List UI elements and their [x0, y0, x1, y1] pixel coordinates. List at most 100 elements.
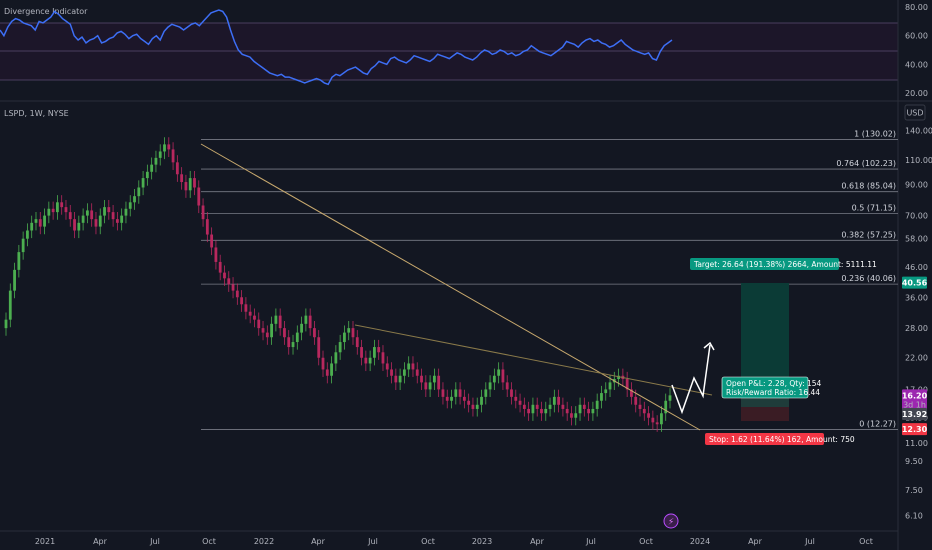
price-tick-label: 58.00: [905, 235, 928, 244]
candle-body: [338, 342, 342, 353]
candle-body: [133, 196, 136, 203]
candle-body: [428, 382, 432, 390]
candle-body: [578, 404, 582, 414]
candle-body: [167, 144, 171, 150]
candle-body: [85, 210, 89, 216]
candle-body: [308, 315, 312, 329]
candle-body: [270, 323, 273, 338]
candle-body: [231, 284, 235, 291]
time-tick-label: Jul: [367, 537, 378, 546]
candle-body: [415, 369, 419, 376]
candle-body: [30, 222, 34, 231]
currency-label: USD: [906, 109, 923, 118]
candle-body: [43, 215, 46, 227]
time-tick-label: Oct: [639, 537, 653, 546]
candle-body: [51, 208, 55, 213]
price-tick-label: 140.00: [905, 126, 932, 135]
time-tick-label: Apr: [530, 537, 545, 546]
time-tick-label: Jul: [585, 537, 596, 546]
candle-body: [21, 238, 25, 253]
price-tick-label: 28.00: [905, 324, 928, 333]
candle-body: [188, 178, 192, 191]
candle-body: [368, 357, 372, 364]
price-tick-label: 22.00: [905, 354, 928, 363]
stop-label: Stop: 1.62 (11.64%) 162, Amount: 750: [709, 435, 855, 444]
candle-body: [81, 215, 85, 223]
candle-body: [77, 222, 81, 231]
stop-zone[interactable]: [741, 407, 789, 421]
fib-level-label: 0.5 (71.15): [852, 204, 896, 213]
candle-body: [223, 272, 226, 279]
fib-level-label: 0.236 (40.06): [841, 274, 896, 283]
candle-body: [171, 149, 175, 163]
candle-body: [321, 357, 325, 370]
candle-body: [630, 389, 633, 397]
candle-body: [17, 252, 21, 270]
candle-body: [518, 400, 522, 405]
candle-body: [480, 396, 483, 405]
time-tick-label: Apr: [311, 537, 326, 546]
candle-body: [158, 151, 162, 158]
projection-path[interactable]: [671, 344, 711, 415]
time-tick-label: Apr: [748, 537, 763, 546]
candle-body: [424, 382, 428, 390]
candle-body: [283, 328, 286, 338]
candle-body: [398, 375, 402, 383]
candle-body: [574, 413, 578, 418]
candle-body: [600, 393, 603, 401]
resistance-line[interactable]: [354, 324, 713, 396]
candle-body: [313, 328, 316, 338]
time-tick-label: Apr: [93, 537, 108, 546]
candle-body: [535, 404, 539, 409]
candle-body: [501, 369, 505, 383]
downtrend-line[interactable]: [200, 143, 701, 431]
candle-body: [407, 363, 411, 370]
candle-body: [201, 205, 205, 220]
candle-body: [325, 369, 329, 376]
candle-body: [261, 328, 265, 333]
candle-body: [94, 219, 98, 227]
candle-body: [544, 408, 548, 414]
open-pl-label: Open P&L: 2.28, Qty: 154: [726, 379, 822, 388]
stop-price-text: 12.30: [902, 425, 928, 434]
candle-body: [548, 404, 552, 409]
candle-body: [625, 379, 629, 390]
risk-reward-label: Risk/Reward Ratio: 16.44: [726, 388, 820, 397]
candle-body: [522, 404, 526, 409]
candle-body: [128, 202, 132, 209]
candle-body: [214, 247, 218, 262]
candle-body: [565, 408, 569, 414]
candle-body: [475, 404, 479, 409]
candle-body: [373, 347, 376, 358]
candle-body: [450, 396, 453, 401]
earnings-icon[interactable]: [663, 513, 679, 529]
price-tick-label: 46.00: [905, 263, 928, 272]
indicator-title: Divergence Indicator: [4, 7, 88, 16]
currency-button[interactable]: [904, 104, 926, 121]
rsi-pane[interactable]: Divergence Indicator 80.00 60.00 40.00 20.0…: [0, 3, 928, 98]
candle-body: [660, 413, 663, 425]
candle-body: [163, 144, 166, 152]
candle-body: [471, 404, 475, 409]
price-pane[interactable]: LSPD, 1W, NYSE USD 140.00 110.00 90.00 70.0…: [4, 104, 932, 529]
bar-countdown: 3d 1h: [903, 400, 926, 409]
candle-body: [441, 389, 445, 397]
target-zone[interactable]: [741, 283, 789, 391]
candle-body: [154, 157, 158, 165]
candle-body: [488, 382, 492, 390]
candle-body: [120, 215, 124, 223]
candle-body: [8, 290, 12, 320]
candle-body: [137, 187, 141, 197]
candle-body: [34, 219, 38, 223]
candle-body: [334, 352, 338, 364]
target-label: Target: 26.64 (191.38%) 2664, Amount: 51…: [693, 260, 877, 269]
candle-body: [218, 261, 222, 273]
time-tick-label: 2021: [35, 537, 55, 546]
candle-body: [103, 207, 106, 216]
candle-body: [557, 396, 561, 405]
candle-body: [411, 363, 415, 370]
candle-body: [608, 382, 612, 390]
candle-body: [287, 337, 291, 348]
candle-body: [484, 389, 488, 397]
